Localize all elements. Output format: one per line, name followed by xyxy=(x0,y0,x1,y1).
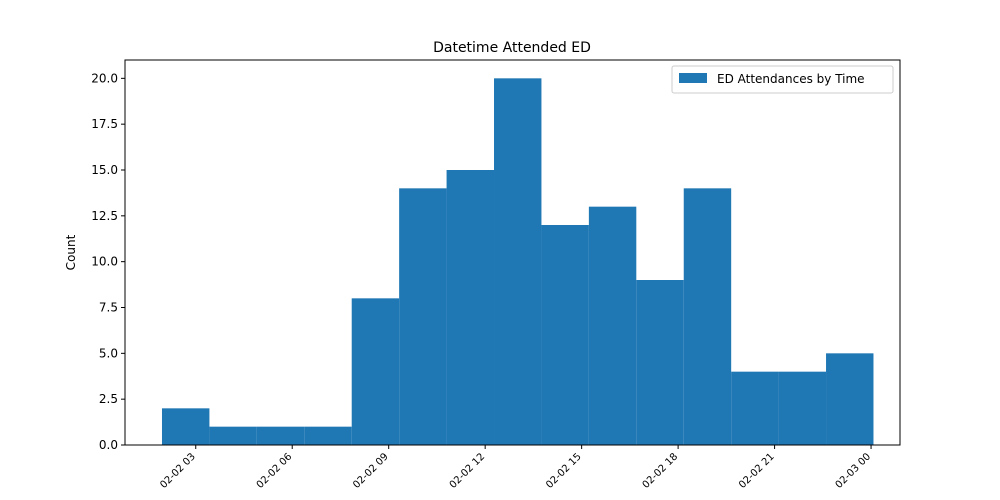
y-tick-label: 20.0 xyxy=(91,71,118,85)
histogram-bar xyxy=(399,188,447,446)
y-tick-label: 5.0 xyxy=(99,346,118,360)
histogram-bar xyxy=(541,225,589,445)
y-tick-label: 12.5 xyxy=(91,209,118,223)
histogram-bar xyxy=(636,280,684,445)
y-tick-label: 7.5 xyxy=(99,301,118,315)
histogram-bar xyxy=(351,298,400,445)
x-tick-label: 02-02 03 xyxy=(158,451,198,491)
x-tick-label: 02-03 00 xyxy=(834,451,874,491)
x-tick-label: 02-02 15 xyxy=(544,451,584,491)
histogram-bar xyxy=(778,371,827,445)
histogram-bar xyxy=(826,353,874,445)
y-tick-label: 17.5 xyxy=(91,117,118,131)
histogram-bar xyxy=(494,78,542,445)
plot-frame xyxy=(124,59,901,446)
y-tick-label: 0.0 xyxy=(99,438,118,452)
x-tick-label: 02-02 12 xyxy=(448,451,488,491)
histogram-bar xyxy=(446,170,495,445)
legend-box xyxy=(671,65,894,94)
chart-title: Datetime Attended ED xyxy=(433,40,591,56)
histogram-bar xyxy=(256,426,305,445)
legend: ED Attendances by Time xyxy=(671,65,894,94)
histogram-bar xyxy=(304,426,352,445)
x-axis-ticks: 02-02 03 02-02 06 02-02 09 02-02 12 02-02 15… xyxy=(158,445,873,491)
y-axis-ticks: 0.0 2.5 5.0 7.5 10.0 12.5 15.0 17.5 20.0 xyxy=(91,71,125,452)
histogram-bar xyxy=(209,426,257,445)
y-tick-label: 2.5 xyxy=(99,392,118,406)
histogram-bar xyxy=(161,408,210,445)
y-tick-label: 15.0 xyxy=(91,163,118,177)
histogram-bar xyxy=(731,371,779,445)
histogram-bar xyxy=(683,188,732,446)
x-tick-label: 02-02 21 xyxy=(737,451,777,491)
x-tick-label: 02-02 06 xyxy=(255,451,295,491)
histogram-bar xyxy=(588,206,637,445)
y-tick-label: 10.0 xyxy=(91,255,118,269)
histogram-bars xyxy=(161,78,874,446)
legend-swatch xyxy=(679,73,707,83)
x-tick-label: 02-02 09 xyxy=(351,451,391,491)
x-tick-label: 02-02 18 xyxy=(641,451,681,491)
y-axis-label: Count xyxy=(64,234,78,270)
legend-label: ED Attendances by Time xyxy=(717,72,865,86)
